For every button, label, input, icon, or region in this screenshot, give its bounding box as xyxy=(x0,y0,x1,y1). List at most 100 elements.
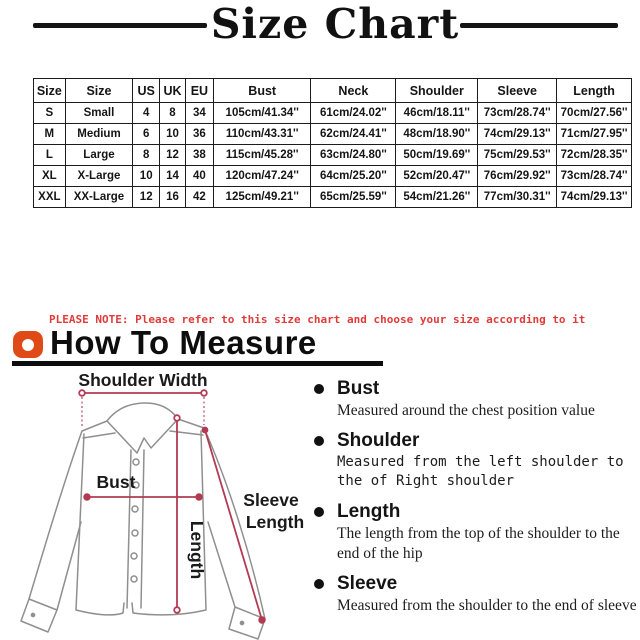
please-note-text: PLEASE NOTE: Please refer to this size c… xyxy=(49,313,586,326)
measure-item-desc: Measured from the left shoulder to the o… xyxy=(337,454,624,490)
table-cell: 50cm/19.69'' xyxy=(395,144,479,166)
measure-item-label: Length xyxy=(337,501,401,523)
table-cell: 61cm/24.02'' xyxy=(310,102,397,124)
table-cell: X-Large xyxy=(64,165,134,187)
table-cell: 75cm/29.53'' xyxy=(477,144,558,166)
heading-underline xyxy=(12,361,383,366)
shirt-outline xyxy=(20,402,266,640)
table-header-row: Size Size US UK EU Bust Neck Shoulder Sleeve Leng… xyxy=(33,78,632,103)
table-cell: 34 xyxy=(184,102,214,124)
column-header: EU xyxy=(184,78,214,103)
measure-item-label: Shoulder xyxy=(337,430,420,452)
sleeve-length-label-2: Length xyxy=(246,512,304,532)
column-header: Bust xyxy=(212,78,312,103)
title-rule-left xyxy=(33,23,207,28)
table-cell: Small xyxy=(64,102,134,124)
table-row: XL X-Large 10 14 40 120cm/47.24'' 64cm/25.20''… xyxy=(33,165,632,187)
table-row: L Large 8 12 38 115cm/45.28'' 63cm/24.80'' 50cm… xyxy=(33,144,632,166)
table-cell: 12 xyxy=(159,144,186,166)
table-cell: 46cm/18.11'' xyxy=(395,102,479,124)
table-cell: M xyxy=(33,123,66,145)
table-cell: 71cm/27.95'' xyxy=(556,123,632,145)
measure-list: Bust Measured around the chest position … xyxy=(314,377,640,624)
sleeve-length-label-1: Sleeve xyxy=(243,490,299,510)
how-to-measure-heading: How To Measure xyxy=(50,324,317,361)
table-cell: 8 xyxy=(132,144,161,166)
table-cell: 36 xyxy=(184,123,214,145)
measure-item-desc: The length from the top of the shoulder … xyxy=(337,525,620,562)
table-cell: Medium xyxy=(64,123,134,145)
table-cell: 6 xyxy=(132,123,161,145)
bullet-icon xyxy=(314,436,324,447)
table-cell: 38 xyxy=(184,144,214,166)
bullet-icon xyxy=(314,507,324,518)
column-header: Shoulder xyxy=(395,78,479,103)
table-cell: XX-Large xyxy=(64,186,134,208)
shirt-diagram: Shoulder Width Bust Length Sleeve Length xyxy=(20,372,310,640)
bullet-icon xyxy=(314,578,324,589)
table-cell: 40 xyxy=(184,165,214,187)
table-cell: 115cm/45.28'' xyxy=(212,144,312,166)
table-cell: 12 xyxy=(132,186,161,208)
table-cell: 70cm/27.56'' xyxy=(556,102,632,124)
table-cell: 16 xyxy=(159,186,186,208)
ring-icon-hole xyxy=(22,339,34,351)
table-cell: 74cm/29.13'' xyxy=(477,123,558,145)
table-cell: 105cm/41.34'' xyxy=(212,102,312,124)
table-cell: 73cm/28.74'' xyxy=(477,102,558,124)
measure-item-length: Length The length from the top of the sh… xyxy=(314,500,640,563)
length-label: Length xyxy=(187,521,207,579)
measure-item-desc: Measured around the chest position value xyxy=(337,402,595,419)
column-header: Size xyxy=(33,78,66,103)
table-cell: 74cm/29.13'' xyxy=(556,186,632,208)
table-cell: XL xyxy=(33,165,66,187)
table-cell: 42 xyxy=(184,186,214,208)
table-cell: 65cm/25.59'' xyxy=(310,186,397,208)
measure-item-desc: Measured from the shoulder to the end of… xyxy=(337,596,637,614)
table-cell: 10 xyxy=(132,165,161,187)
measure-item-label: Sleeve xyxy=(337,572,398,594)
table-cell: XXL xyxy=(33,186,66,208)
page-title: Size Chart xyxy=(210,0,460,48)
table-cell: 125cm/49.21'' xyxy=(212,186,312,208)
table-cell: 110cm/43.31'' xyxy=(212,123,312,145)
table-cell: 64cm/25.20'' xyxy=(310,165,397,187)
size-table: Size Size US UK EU Bust Neck Shoulder Sleeve Leng… xyxy=(33,78,632,208)
column-header: UK xyxy=(159,78,186,103)
column-header: US xyxy=(132,78,161,103)
table-cell: 77cm/30.31'' xyxy=(477,186,558,208)
table-row: S Small 4 8 34 105cm/41.34'' 61cm/24.02'' 46cm/… xyxy=(33,102,632,124)
column-header: Sleeve xyxy=(477,78,558,103)
table-cell: 14 xyxy=(159,165,186,187)
table-cell: S xyxy=(33,102,66,124)
table-cell: 54cm/21.26'' xyxy=(395,186,479,208)
table-cell: 4 xyxy=(132,102,161,124)
table-cell: 63cm/24.80'' xyxy=(310,144,397,166)
table-cell: 52cm/20.47'' xyxy=(395,165,479,187)
measure-item-label: Bust xyxy=(337,378,380,399)
measure-item-bust: Bust Measured around the chest position … xyxy=(314,377,640,420)
table-cell: Large xyxy=(64,144,134,166)
measurement-lines xyxy=(78,389,266,624)
table-row: M Medium 6 10 36 110cm/43.31'' 62cm/24.41'' 48c… xyxy=(33,123,632,145)
bust-label: Bust xyxy=(97,472,136,492)
table-cell: 76cm/29.92'' xyxy=(477,165,558,187)
ring-icon xyxy=(13,331,43,358)
table-row: XXL XX-Large 12 16 42 125cm/49.21'' 65cm/25.59… xyxy=(33,186,632,208)
measure-item-sleeve: Sleeve Measured from the shoulder to the… xyxy=(314,572,640,615)
table-cell: 72cm/28.35'' xyxy=(556,144,632,166)
column-header: Neck xyxy=(310,78,397,103)
table-cell: 48cm/18.90'' xyxy=(395,123,479,145)
table-cell: 10 xyxy=(159,123,186,145)
measure-item-shoulder: Shoulder Measured from the left shoulder… xyxy=(314,429,640,491)
table-cell: 120cm/47.24'' xyxy=(212,165,312,187)
column-header: Length xyxy=(556,78,632,103)
bullet-icon xyxy=(314,384,324,394)
table-cell: 8 xyxy=(159,102,186,124)
shoulder-width-label: Shoulder Width xyxy=(78,372,207,390)
title-rule-right xyxy=(460,23,618,28)
table-cell: L xyxy=(33,144,66,166)
diagram-labels: Shoulder Width Bust Length Sleeve Length xyxy=(78,372,304,579)
column-header: Size xyxy=(64,78,134,103)
table-cell: 62cm/24.41'' xyxy=(310,123,397,145)
